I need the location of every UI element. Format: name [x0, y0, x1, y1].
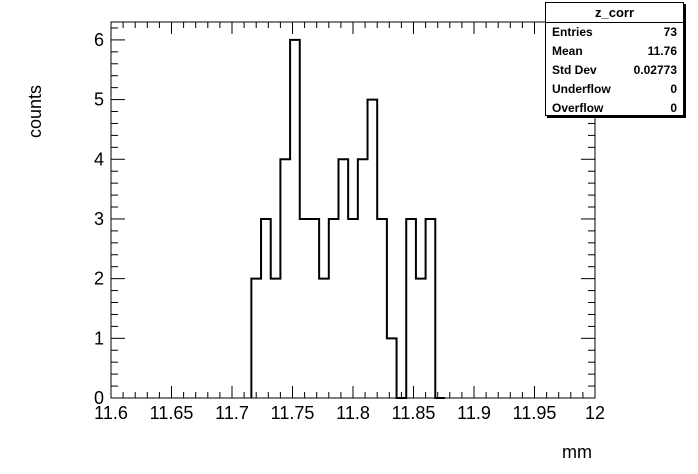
x-tick-label: 11.85	[392, 403, 436, 423]
axis-ticks	[110, 22, 596, 399]
y-tick-label: 6	[94, 30, 104, 50]
stats-row-overflow: Overflow 0	[546, 99, 683, 118]
x-tick-labels: 11.6 11.65 11.7 11.75 11.8 11.85 11.9 11.95 12	[94, 403, 605, 423]
y-axis-title: counts	[25, 85, 45, 138]
stats-title: z_corr	[546, 3, 683, 23]
stats-label: Std Dev	[552, 63, 597, 77]
histogram-outline	[250, 38, 445, 399]
y-tick-label: 2	[94, 269, 104, 289]
x-tick-label: 11.8	[336, 403, 370, 423]
y-tick-label: 0	[94, 388, 104, 408]
x-axis-title: mm	[562, 442, 592, 462]
stats-value: 11.76	[647, 44, 677, 58]
x-tick-label: 11.75	[271, 403, 315, 423]
stats-value: 0.02773	[633, 63, 677, 77]
stats-label: Overflow	[552, 101, 604, 115]
stats-label: Entries	[552, 25, 593, 39]
x-tick-label: 11.7	[215, 403, 249, 423]
x-tick-label: 11.65	[150, 403, 194, 423]
x-tick-label: 12	[585, 403, 605, 423]
x-tick-label: 11.95	[513, 403, 557, 423]
stats-row-mean: Mean 11.76	[546, 42, 683, 61]
stats-value: 0	[670, 101, 677, 115]
stats-label: Mean	[552, 44, 583, 58]
y-tick-label: 3	[94, 209, 104, 229]
y-tick-label: 4	[94, 149, 104, 169]
stats-value: 0	[670, 82, 677, 96]
y-tick-label: 1	[94, 328, 104, 348]
stats-row-underflow: Underflow 0	[546, 80, 683, 99]
stats-row-std-dev: Std Dev 0.02773	[546, 61, 683, 80]
y-tick-labels: 0 1 2 3 4 5 6	[94, 30, 104, 408]
x-tick-label: 11.9	[457, 403, 491, 423]
stats-label: Underflow	[552, 82, 611, 96]
stats-box: z_corr Entries 73 Mean 11.76 Std Dev 0.0…	[545, 2, 684, 116]
stats-row-entries: Entries 73	[546, 23, 683, 42]
y-tick-label: 5	[94, 90, 104, 110]
stats-value: 73	[663, 25, 677, 39]
plot-frame	[110, 21, 596, 399]
x-tick-label: 11.6	[94, 403, 128, 423]
